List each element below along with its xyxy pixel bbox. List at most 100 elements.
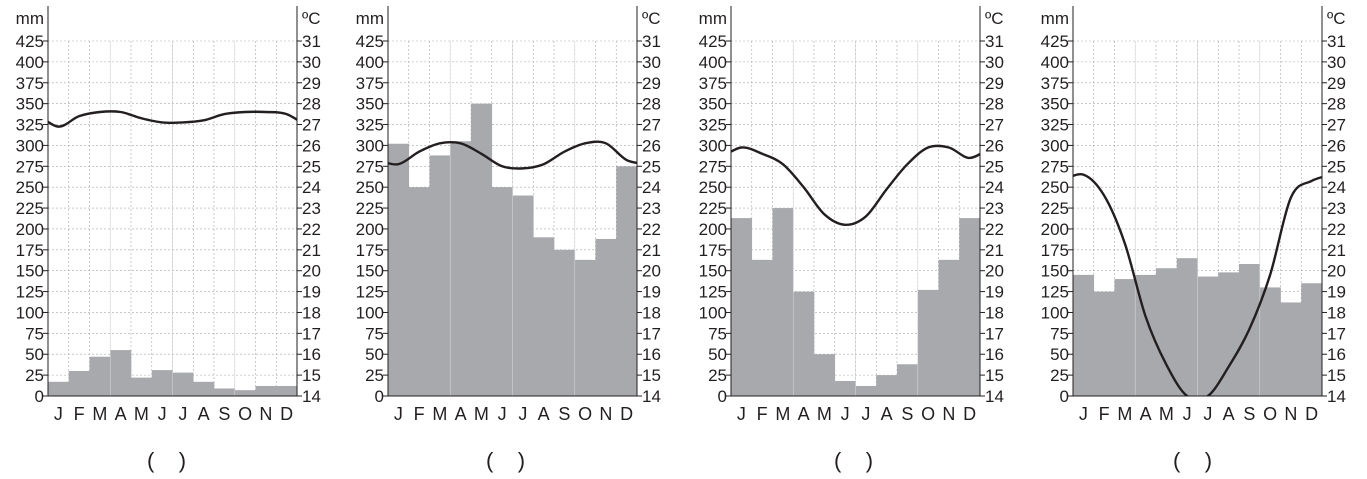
temp-tick-label: 22 [1327, 220, 1346, 239]
precip-tick-label: 75 [1050, 324, 1069, 343]
month-label: J [158, 404, 167, 424]
precip-tick-label: 150 [1041, 262, 1069, 281]
precip-tick-label: 250 [699, 178, 727, 197]
temp-tick-label: 27 [642, 116, 661, 135]
precip-bar-12 [276, 385, 298, 396]
precip-bar-2 [408, 187, 430, 396]
month-label: N [599, 404, 612, 424]
temp-tick-label: 31 [985, 32, 1004, 51]
precip-tick-label: 225 [16, 199, 44, 218]
month-label: O [921, 404, 935, 424]
temp-tick-label: 31 [642, 32, 661, 51]
month-label: N [1284, 404, 1297, 424]
temp-tick-label: 19 [1327, 283, 1346, 302]
month-label: O [1263, 404, 1277, 424]
month-label: J [861, 404, 870, 424]
temp-tick-label: 28 [985, 95, 1004, 114]
precip-tick-label: 250 [356, 178, 384, 197]
precip-tick-label: 25 [708, 366, 727, 385]
temperature-line [388, 140, 637, 170]
precip-bar-2 [1093, 291, 1115, 396]
precip-bar-12 [616, 166, 638, 396]
month-label: J [1203, 404, 1212, 424]
precip-tick-label: 50 [708, 345, 727, 364]
temp-tick-label: 15 [985, 366, 1004, 385]
temp-tick-label: 20 [302, 262, 321, 281]
temp-tick-label: 18 [302, 303, 321, 322]
precip-bar-10 [917, 289, 939, 396]
month-label: F [414, 404, 425, 424]
month-label: F [74, 404, 85, 424]
precip-bar-4 [450, 141, 472, 396]
precip-tick-label: 0 [35, 387, 44, 406]
precip-tick-label: 425 [356, 32, 384, 51]
month-label: J [1183, 404, 1192, 424]
temp-tick-label: 19 [302, 283, 321, 302]
precip-bar-11 [255, 385, 277, 396]
precip-bar-2 [751, 259, 773, 396]
precip-bar-6 [491, 187, 513, 396]
precip-tick-label: 125 [16, 283, 44, 302]
month-label: M [432, 404, 447, 424]
precip-bar-1 [48, 381, 70, 396]
precip-tick-label: 150 [356, 262, 384, 281]
precip-bar-11 [1280, 302, 1302, 396]
blank-answer-label-4: ( ) [1173, 448, 1213, 473]
precip-bar-3 [1114, 279, 1136, 396]
precip-tick-label: 100 [1041, 303, 1069, 322]
temp-tick-label: 15 [302, 366, 321, 385]
precip-bar-8 [876, 375, 898, 396]
month-label: M [134, 404, 149, 424]
temp-tick-label: 23 [985, 199, 1004, 218]
precip-bar-12 [1301, 283, 1323, 396]
precip-tick-label: 275 [699, 157, 727, 176]
precip-tick-label: 300 [1041, 136, 1069, 155]
month-label: A [455, 404, 467, 424]
precip-tick-label: 150 [16, 262, 44, 281]
month-label: J [498, 404, 507, 424]
temp-tick-label: 16 [985, 345, 1004, 364]
precip-bar-5 [1156, 268, 1178, 396]
month-label: D [963, 404, 976, 424]
temp-tick-label: 17 [985, 324, 1004, 343]
temp-tick-label: 20 [642, 262, 661, 281]
month-label: O [238, 404, 252, 424]
precip-tick-label: 75 [708, 324, 727, 343]
precip-bar-12 [959, 218, 981, 396]
month-label: M [1117, 404, 1132, 424]
temp-tick-label: 14 [642, 387, 661, 406]
temp-tick-label: 14 [1327, 387, 1346, 406]
temperature-line [731, 144, 980, 226]
temp-tick-label: 17 [302, 324, 321, 343]
month-label: J [841, 404, 850, 424]
temp-unit-label: ºC [985, 9, 1004, 28]
temp-tick-label: 27 [985, 116, 1004, 135]
month-label: S [901, 404, 913, 424]
precip-tick-label: 125 [699, 283, 727, 302]
month-label: O [578, 404, 592, 424]
precip-bar-7 [512, 195, 534, 396]
precip-tick-label: 325 [699, 116, 727, 135]
month-label: F [1099, 404, 1110, 424]
precip-tick-label: 400 [356, 53, 384, 72]
precip-tick-label: 375 [1041, 74, 1069, 93]
precip-bar-9 [554, 249, 576, 396]
precip-tick-label: 25 [1050, 366, 1069, 385]
temp-tick-label: 25 [642, 157, 661, 176]
month-label: J [518, 404, 527, 424]
precip-bar-2 [68, 370, 90, 396]
precip-tick-label: 375 [356, 74, 384, 93]
precip-tick-label: 350 [1041, 95, 1069, 114]
precip-tick-label: 175 [356, 241, 384, 260]
precip-tick-label: 400 [699, 53, 727, 72]
precip-tick-label: 175 [1041, 241, 1069, 260]
precip-unit-label: mm [356, 9, 384, 28]
precip-tick-label: 250 [1041, 178, 1069, 197]
temp-tick-label: 30 [1327, 53, 1346, 72]
precip-tick-label: 175 [699, 241, 727, 260]
precip-bar-8 [1218, 272, 1240, 396]
precip-tick-label: 200 [16, 220, 44, 239]
temp-tick-label: 18 [985, 303, 1004, 322]
precip-tick-label: 0 [375, 387, 384, 406]
